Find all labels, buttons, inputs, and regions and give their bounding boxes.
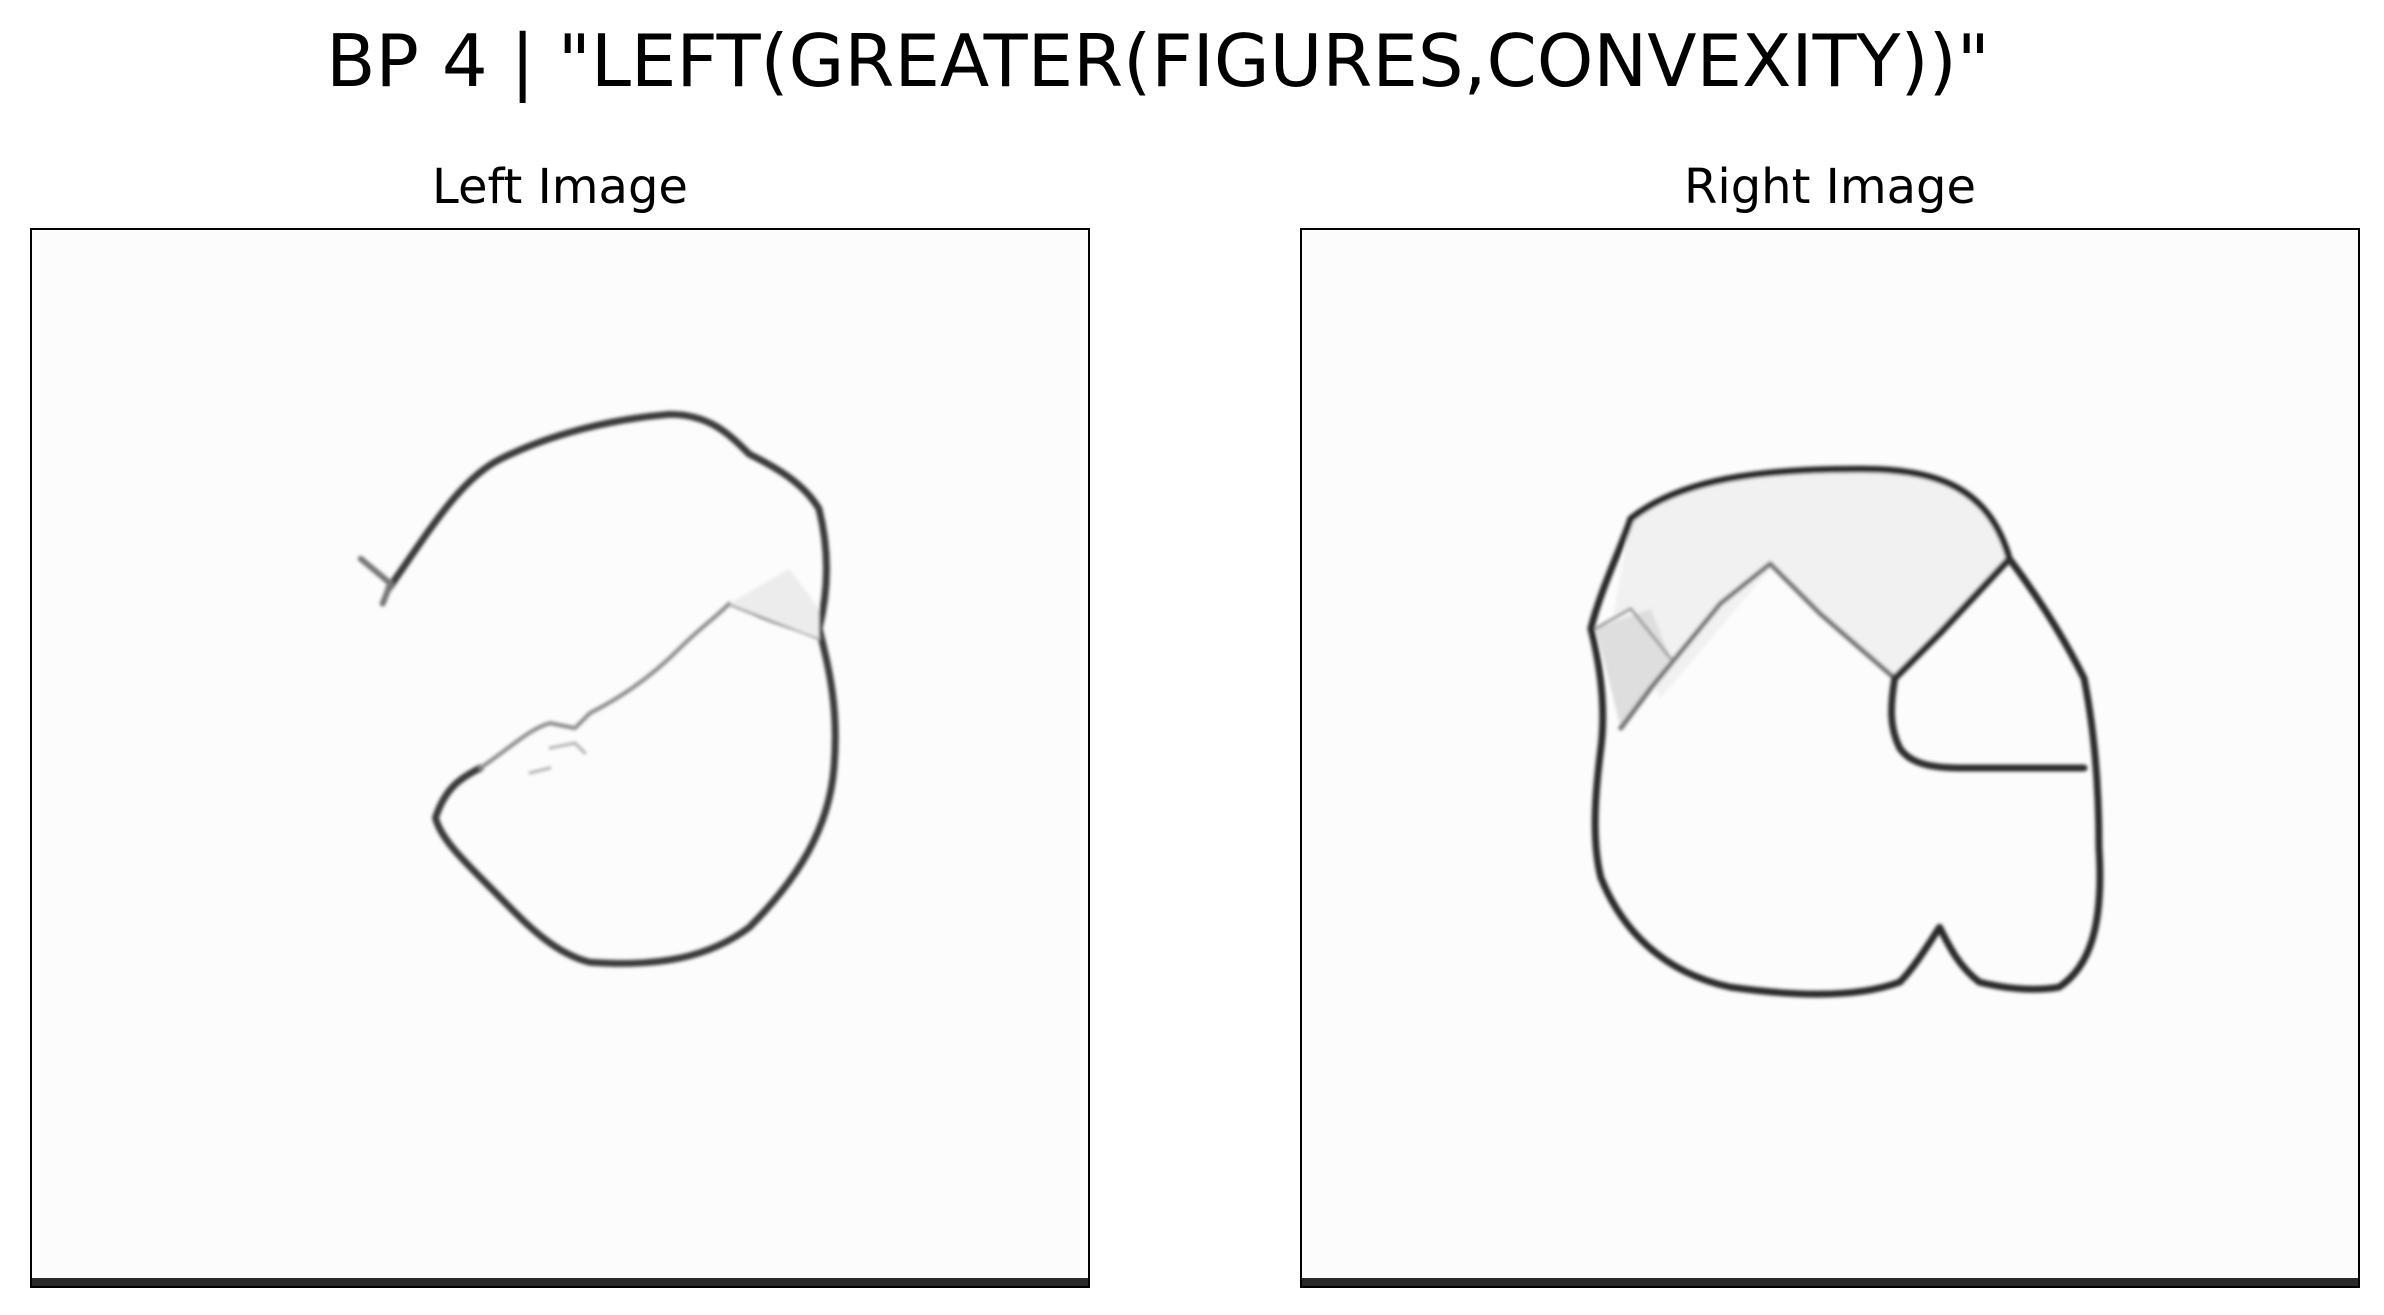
left-figure-outer-stroke — [385, 410, 839, 967]
left-figure-shade — [729, 568, 820, 639]
right-image-panel — [1300, 228, 2360, 1288]
right-figure-left-edge — [1594, 607, 1673, 660]
left-image-panel — [30, 228, 1090, 1288]
right-figure-drawing — [1587, 465, 2104, 998]
right-figure-inner-zigzag — [1618, 561, 1898, 731]
right-figure-notch — [1888, 555, 2088, 772]
page-title: BP 4 | "LEFT(GREATER(FIGURES,CONVEXITY))… — [326, 19, 1990, 103]
left-figure-inner-zigzag — [478, 601, 822, 770]
left-panel-title: Left Image — [432, 159, 688, 215]
left-figure-hook-stroke — [357, 555, 394, 607]
right-panel-title: Right Image — [1684, 159, 1976, 215]
right-figure-outer-contour — [1587, 465, 2104, 998]
left-figure-inner-dots — [528, 741, 587, 775]
right-figure-shade-left — [1595, 608, 1671, 729]
right-figure-shade-top — [1610, 469, 2010, 699]
left-figure-drawing — [357, 410, 839, 967]
